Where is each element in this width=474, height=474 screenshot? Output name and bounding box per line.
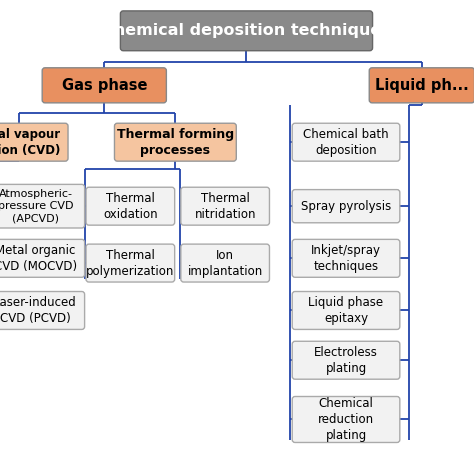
Text: ...cal vapour
...tion (CVD): ...cal vapour ...tion (CVD)	[0, 128, 61, 157]
Text: Thermal forming
processes: Thermal forming processes	[117, 128, 234, 157]
Text: Chemical deposition techniques: Chemical deposition techniques	[102, 23, 391, 38]
FancyBboxPatch shape	[86, 187, 174, 225]
Text: Liquid ph...: Liquid ph...	[375, 78, 469, 93]
Text: Thermal
polymerization: Thermal polymerization	[86, 248, 174, 278]
FancyBboxPatch shape	[292, 190, 400, 223]
Text: Spray pyrolysis: Spray pyrolysis	[301, 200, 391, 213]
FancyBboxPatch shape	[42, 68, 166, 103]
Text: Laser-induced
CVD (PCVD): Laser-induced CVD (PCVD)	[0, 296, 77, 325]
Text: Thermal
oxidation: Thermal oxidation	[103, 191, 158, 221]
Text: Inkjet/spray
techniques: Inkjet/spray techniques	[311, 244, 381, 273]
Text: Gas phase: Gas phase	[62, 78, 147, 93]
Text: Chemical bath
deposition: Chemical bath deposition	[303, 128, 389, 157]
Text: Chemical
reduction
plating: Chemical reduction plating	[318, 397, 374, 442]
Text: Liquid phase
epitaxy: Liquid phase epitaxy	[309, 296, 383, 325]
Text: Metal organic
CVD (MOCVD): Metal organic CVD (MOCVD)	[0, 244, 77, 273]
FancyBboxPatch shape	[114, 123, 236, 161]
FancyBboxPatch shape	[292, 123, 400, 161]
FancyBboxPatch shape	[0, 123, 68, 161]
FancyBboxPatch shape	[0, 292, 84, 329]
FancyBboxPatch shape	[120, 11, 373, 51]
FancyBboxPatch shape	[292, 292, 400, 329]
FancyBboxPatch shape	[86, 244, 174, 282]
FancyBboxPatch shape	[369, 68, 474, 103]
FancyBboxPatch shape	[181, 244, 269, 282]
FancyBboxPatch shape	[292, 341, 400, 379]
FancyBboxPatch shape	[181, 187, 269, 225]
Text: Electroless
plating: Electroless plating	[314, 346, 378, 375]
FancyBboxPatch shape	[292, 239, 400, 277]
Text: Thermal
nitridation: Thermal nitridation	[194, 191, 256, 221]
FancyBboxPatch shape	[292, 396, 400, 443]
FancyBboxPatch shape	[0, 239, 84, 277]
Text: Atmospheric-
pressure CVD
(APCVD): Atmospheric- pressure CVD (APCVD)	[0, 189, 73, 224]
FancyBboxPatch shape	[0, 184, 84, 228]
Text: Ion
implantation: Ion implantation	[188, 248, 263, 278]
